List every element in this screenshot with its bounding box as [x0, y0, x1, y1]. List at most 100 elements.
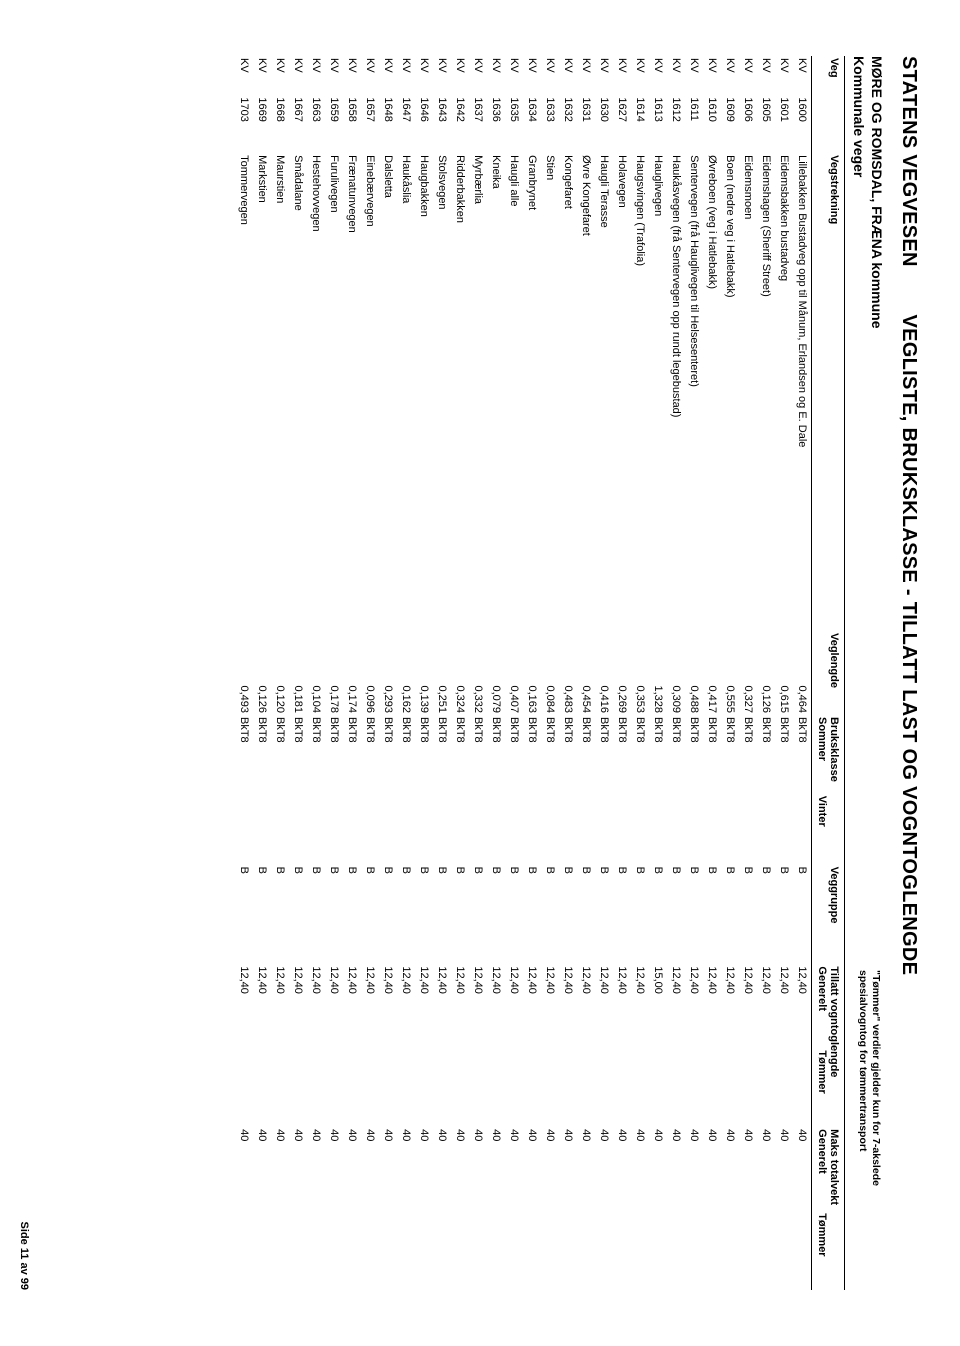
- cell-veglengde: 0,309: [667, 631, 685, 715]
- cell-veg-number: 1658: [343, 95, 361, 153]
- cell-veg-prefix: KV: [793, 56, 812, 95]
- cell-veg-number: 1627: [613, 95, 631, 153]
- cell-veglengde: 0,332: [469, 631, 487, 715]
- cell-vogntog-tommer: [361, 1048, 379, 1127]
- cell-vogntog-tommer: [685, 1048, 703, 1127]
- cell-vegstrekning: Hestehovvegen: [307, 153, 325, 631]
- cell-veg-prefix: KV: [649, 56, 667, 95]
- cell-veg-prefix: KV: [757, 56, 775, 95]
- cell-vinter: [433, 794, 451, 865]
- cell-veg-number: 1610: [703, 95, 721, 153]
- cell-veg-prefix: KV: [613, 56, 631, 95]
- cell-vogntog-tommer: [775, 1048, 793, 1127]
- cell-totalvekt-generelt: 40: [757, 1127, 775, 1211]
- cell-veg-number: 1630: [595, 95, 613, 153]
- cell-sommer: BkT8: [667, 715, 685, 794]
- cell-vogntog-generelt: 15,00: [649, 964, 667, 1048]
- col-veg-sub: [812, 56, 829, 153]
- col-grp-sub: [812, 865, 829, 965]
- col-bruksklasse: Bruksklasse: [828, 715, 845, 865]
- cell-veggruppe: B: [685, 865, 703, 965]
- cell-veg-prefix: KV: [739, 56, 757, 95]
- cell-veglengde: 0,493: [235, 631, 253, 715]
- cell-veg-prefix: KV: [487, 56, 505, 95]
- cell-veggruppe: B: [559, 865, 577, 965]
- cell-veggruppe: B: [649, 865, 667, 965]
- cell-totalvekt-tommer: [343, 1211, 361, 1290]
- cell-veggruppe: B: [487, 865, 505, 965]
- cell-totalvekt-generelt: 40: [775, 1127, 793, 1211]
- cell-veg-number: 1611: [685, 95, 703, 153]
- col-sommer: Sommer: [812, 715, 829, 794]
- table-row: KV1669Markstien0,126BkT8B12,4040: [253, 56, 271, 1290]
- cell-vegstrekning: Lillebakken Bustadveg opp til Månum, Erl…: [793, 153, 812, 631]
- cell-veggruppe: B: [577, 865, 595, 965]
- cell-sommer: BkT8: [361, 715, 379, 794]
- cell-vogntog-generelt: 12,40: [469, 964, 487, 1048]
- cell-sommer: BkT8: [793, 715, 812, 794]
- cell-vogntog-tommer: [703, 1048, 721, 1127]
- cell-totalvekt-tommer: [415, 1211, 433, 1290]
- table-row: KV1609Boen (nedre veg i Hatlebakk)0,555B…: [721, 56, 739, 1290]
- cell-vogntog-tommer: [415, 1048, 433, 1127]
- cell-veg-number: 1668: [271, 95, 289, 153]
- table-row: KV1658Frænatunvegen0,174BkT8B12,4040: [343, 56, 361, 1290]
- cell-vogntog-tommer: [505, 1048, 523, 1127]
- cell-vinter: [487, 794, 505, 865]
- cell-totalvekt-tommer: [433, 1211, 451, 1290]
- cell-totalvekt-tommer: [631, 1211, 649, 1290]
- cell-sommer: BkT8: [289, 715, 307, 794]
- cell-totalvekt-tommer: [595, 1211, 613, 1290]
- cell-totalvekt-generelt: 40: [595, 1127, 613, 1211]
- col-tommer2: Tømmer: [812, 1211, 829, 1290]
- cell-veg-number: 1659: [325, 95, 343, 153]
- cell-veg-number: 1669: [253, 95, 271, 153]
- cell-sommer: BkT8: [343, 715, 361, 794]
- table-row: KV1632Kongefaret0,483BkT8B12,4040: [559, 56, 577, 1290]
- cell-totalvekt-generelt: 40: [685, 1127, 703, 1211]
- cell-vinter: [379, 794, 397, 865]
- cell-totalvekt-generelt: 40: [343, 1127, 361, 1211]
- cell-vogntog-generelt: 12,40: [559, 964, 577, 1048]
- cell-sommer: BkT8: [595, 715, 613, 794]
- cell-vogntog-tommer: [469, 1048, 487, 1127]
- cell-sommer: BkT8: [433, 715, 451, 794]
- cell-vogntog-tommer: [649, 1048, 667, 1127]
- cell-sommer: BkT8: [235, 715, 253, 794]
- cell-totalvekt-generelt: 40: [649, 1127, 667, 1211]
- cell-totalvekt-generelt: 40: [577, 1127, 595, 1211]
- cell-vogntog-tommer: [397, 1048, 415, 1127]
- table-row: KV1668Maurstien0,120BkT8B12,4040: [271, 56, 289, 1290]
- cell-veglengde: 0,084: [541, 631, 559, 715]
- cell-veglengde: 0,293: [379, 631, 397, 715]
- cell-veg-prefix: KV: [667, 56, 685, 95]
- cell-veggruppe: B: [271, 865, 289, 965]
- cell-vegstrekning: Haukåsvegen (frå Sentervegen opp rundt l…: [667, 153, 685, 631]
- cell-veg-number: 1636: [487, 95, 505, 153]
- table-row: KV1612Haukåsvegen (frå Sentervegen opp r…: [667, 56, 685, 1290]
- cell-vogntog-generelt: 12,40: [595, 964, 613, 1048]
- cell-vinter: [415, 794, 433, 865]
- cell-vogntog-tommer: [343, 1048, 361, 1127]
- cell-veg-prefix: KV: [577, 56, 595, 95]
- cell-veglengde: 0,163: [523, 631, 541, 715]
- cell-veg-number: 1667: [289, 95, 307, 153]
- cell-vogntog-tommer: [487, 1048, 505, 1127]
- cell-veggruppe: B: [793, 865, 812, 965]
- cell-sommer: BkT8: [559, 715, 577, 794]
- cell-veg-prefix: KV: [505, 56, 523, 95]
- title-right: VEGLISTE, BRUKSKLASSE - TILLATT LAST OG …: [898, 315, 920, 976]
- cell-vogntog-generelt: 12,40: [703, 964, 721, 1048]
- cell-vogntog-tommer: [541, 1048, 559, 1127]
- table-row: KV1613Hauglivegen1,328BkT8B15,0040: [649, 56, 667, 1290]
- cell-veggruppe: B: [379, 865, 397, 965]
- cell-vogntog-generelt: 12,40: [433, 964, 451, 1048]
- cell-vogntog-tommer: [595, 1048, 613, 1127]
- cell-sommer: BkT8: [703, 715, 721, 794]
- cell-veg-number: 1633: [541, 95, 559, 153]
- table-row: KV1627Holavegen0,269BkT8B12,4040: [613, 56, 631, 1290]
- cell-totalvekt-tommer: [487, 1211, 505, 1290]
- timber-note: "Tømmer" verdier gjelder kun for 7-aksle…: [856, 970, 882, 1270]
- cell-veggruppe: B: [361, 865, 379, 965]
- cell-vogntog-generelt: 12,40: [505, 964, 523, 1048]
